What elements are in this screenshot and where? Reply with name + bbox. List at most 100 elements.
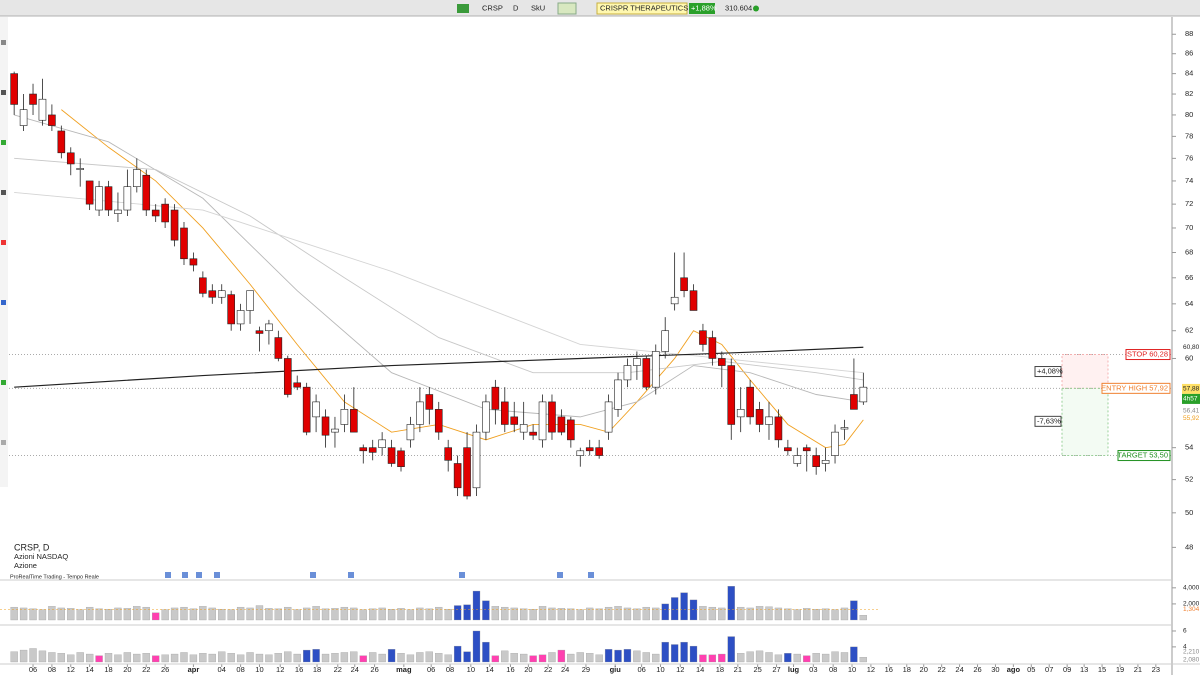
x-tick-label: 04	[218, 665, 226, 674]
event-icons	[165, 572, 594, 578]
tool[interactable]	[1, 40, 6, 45]
volume-bar	[397, 653, 405, 663]
event-icon[interactable]	[348, 572, 354, 578]
event-icon[interactable]	[588, 572, 594, 578]
volume-bar	[378, 607, 386, 621]
volume-bar	[152, 655, 160, 663]
candle-body	[444, 447, 452, 461]
candle-body	[19, 109, 28, 126]
volume-bar	[718, 607, 726, 621]
volume-bar	[180, 652, 188, 663]
candle-body	[142, 174, 151, 211]
volume-bar	[85, 606, 94, 621]
volume-bar	[321, 608, 330, 621]
x-tick-label: 19	[1116, 665, 1124, 674]
volume-bar	[501, 650, 509, 663]
event-icon[interactable]	[557, 572, 563, 578]
event-icon[interactable]	[165, 572, 171, 578]
candle-body	[170, 209, 179, 241]
tool[interactable]	[1, 190, 6, 195]
volume-bar	[557, 608, 566, 621]
event-icon[interactable]	[459, 572, 465, 578]
volume-bar	[189, 608, 198, 621]
candle-body	[699, 330, 707, 345]
period[interactable]: D	[513, 3, 519, 12]
volume-bar	[406, 654, 415, 663]
volume-bar	[142, 606, 150, 621]
chart-type-icon[interactable]	[457, 4, 469, 13]
candle-body	[510, 416, 519, 425]
volume-bar	[19, 607, 28, 621]
volume-bar	[548, 652, 556, 663]
x-tick-label: 10	[255, 665, 263, 674]
candle-body	[331, 428, 339, 433]
x-tick-label: 08	[829, 665, 837, 674]
y-tick-label: 4	[1183, 644, 1187, 651]
x-tick-label: 23	[1152, 665, 1160, 674]
tool-column	[0, 17, 8, 487]
volume-bar	[737, 653, 745, 663]
event-icon[interactable]	[196, 572, 202, 578]
tool[interactable]	[1, 300, 6, 305]
status-dot	[753, 5, 759, 12]
candle-body	[114, 209, 122, 214]
price-label-box	[1182, 413, 1200, 424]
y-tick-label: 6	[1183, 628, 1187, 635]
candle-body	[180, 227, 188, 260]
volume-bar	[416, 652, 424, 663]
symbol[interactable]: CRSP	[482, 3, 503, 12]
volume-bar	[491, 606, 500, 621]
volume-bar	[604, 606, 613, 621]
x-tick-label: giu	[610, 665, 622, 674]
x-tick-label: 18	[104, 665, 112, 674]
volume-bar	[303, 607, 311, 621]
volume-bar	[803, 655, 811, 663]
build-icon[interactable]	[557, 2, 577, 15]
volume-bar	[416, 607, 424, 621]
volume-bar	[19, 649, 28, 663]
event-icon[interactable]	[182, 572, 188, 578]
volume-bar	[76, 609, 84, 621]
candle-body	[727, 365, 736, 425]
tool[interactable]	[1, 90, 6, 95]
volume-bar	[340, 606, 349, 621]
tool[interactable]	[1, 240, 6, 245]
volume-bar	[652, 653, 660, 663]
volume-bar	[444, 654, 452, 663]
x-tick-label: 13	[1080, 665, 1088, 674]
y-tick-label: 2,000	[1183, 601, 1200, 608]
tool[interactable]	[1, 440, 6, 445]
y-tick-label: 64	[1185, 299, 1193, 308]
risk-zone	[1061, 354, 1109, 389]
level-label: TARGET 53,50	[1117, 451, 1168, 460]
event-icon[interactable]	[310, 572, 316, 578]
candle-body	[161, 203, 169, 223]
y-tick-label: 66	[1185, 273, 1193, 282]
event-icon[interactable]	[214, 572, 220, 578]
volume-bar	[774, 607, 783, 621]
price-label-box	[1182, 405, 1200, 416]
candle-body	[529, 431, 537, 436]
countdown-box	[1182, 393, 1200, 404]
candle-body	[368, 447, 377, 453]
volume-bar	[586, 653, 594, 663]
mode[interactable]: SkU	[531, 3, 545, 12]
volume-bar	[218, 608, 226, 621]
x-tick-label: apr	[188, 665, 200, 674]
candle-body	[840, 427, 849, 430]
x-tick-label: 24	[351, 665, 359, 674]
volume-bar	[104, 608, 113, 621]
risk-label-box	[1034, 415, 1062, 427]
info-kind: Azione	[14, 561, 37, 570]
volume-bar	[840, 607, 849, 621]
volume-bar	[57, 653, 65, 663]
volume-bar	[274, 653, 282, 663]
tool[interactable]	[1, 380, 6, 385]
volume-bar	[614, 649, 622, 663]
volume-bar	[803, 608, 811, 621]
tool[interactable]	[1, 140, 6, 145]
candle-body	[831, 431, 839, 456]
volume-bar	[293, 653, 301, 663]
volume-bar	[614, 606, 622, 621]
volume-bar	[114, 607, 122, 621]
